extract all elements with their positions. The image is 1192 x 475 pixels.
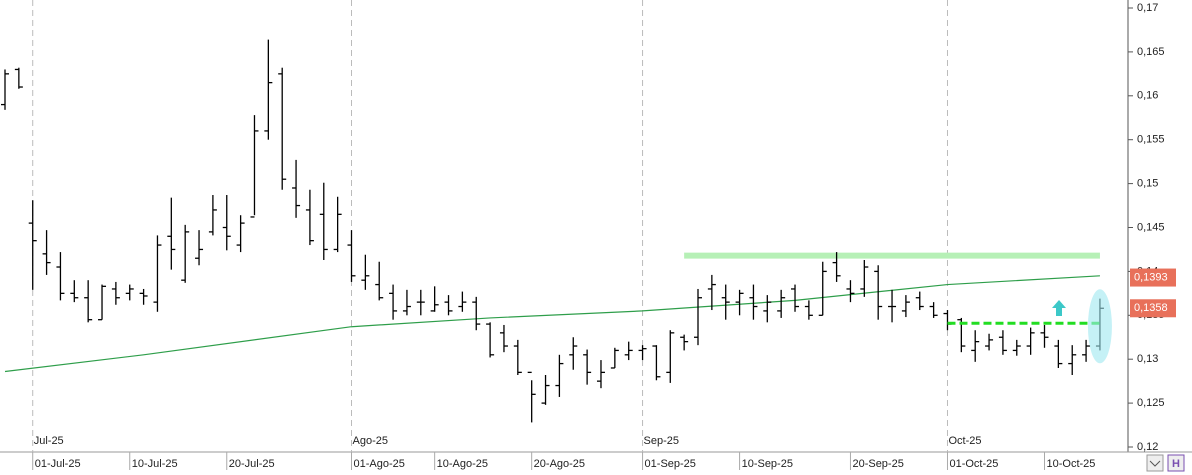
x-tick-label: 10-Oct-25: [1047, 458, 1096, 470]
month-label: Sep-25: [644, 435, 679, 447]
x-tick-label: 01-Ago-25: [354, 458, 405, 470]
x-tick-label: 01-Oct-25: [949, 458, 998, 470]
y-tick-label: 0,16: [1137, 90, 1158, 102]
y-tick-label: 0,155: [1137, 134, 1165, 146]
moving-average: [4, 275, 1100, 373]
x-tick-label: 20-Sep-25: [852, 458, 903, 470]
h-button[interactable]: [1167, 454, 1185, 472]
x-tick-label: 01-Sep-25: [645, 458, 696, 470]
x-tick-label: 10-Jul-25: [132, 458, 178, 470]
y-tick-label: 0,125: [1137, 397, 1165, 409]
month-label: Ago-25: [353, 435, 388, 447]
y-tick-label: 0,17: [1137, 2, 1158, 14]
y-tick-label: 0,13: [1137, 353, 1158, 365]
x-tick-label: 01-Jul-25: [35, 458, 81, 470]
price-label: 0,1393: [1134, 271, 1168, 283]
month-label: Jul-25: [34, 435, 64, 447]
price-label-box: [1130, 299, 1176, 318]
price-label-box: [1130, 268, 1176, 287]
month-label: Oct-25: [948, 435, 981, 447]
x-tick-label: 20-Ago-25: [534, 458, 585, 470]
x-tick-label: 20-Jul-25: [229, 458, 275, 470]
expand-button[interactable]: [1146, 454, 1164, 472]
x-tick-label: 10-Ago-25: [437, 458, 488, 470]
price-label: 0,1358: [1134, 302, 1168, 314]
up-arrow: [1052, 300, 1066, 316]
y-tick-label: 0,12: [1137, 441, 1158, 453]
y-tick-label: 0,165: [1137, 46, 1165, 58]
h-icon: H: [1172, 458, 1180, 470]
expand-icon: [1149, 460, 1161, 467]
y-tick-label: 0,145: [1137, 221, 1165, 233]
y-tick-label: 0,15: [1137, 178, 1158, 190]
x-tick-label: 10-Sep-25: [742, 458, 793, 470]
highlight-ellipse: [1087, 289, 1112, 364]
